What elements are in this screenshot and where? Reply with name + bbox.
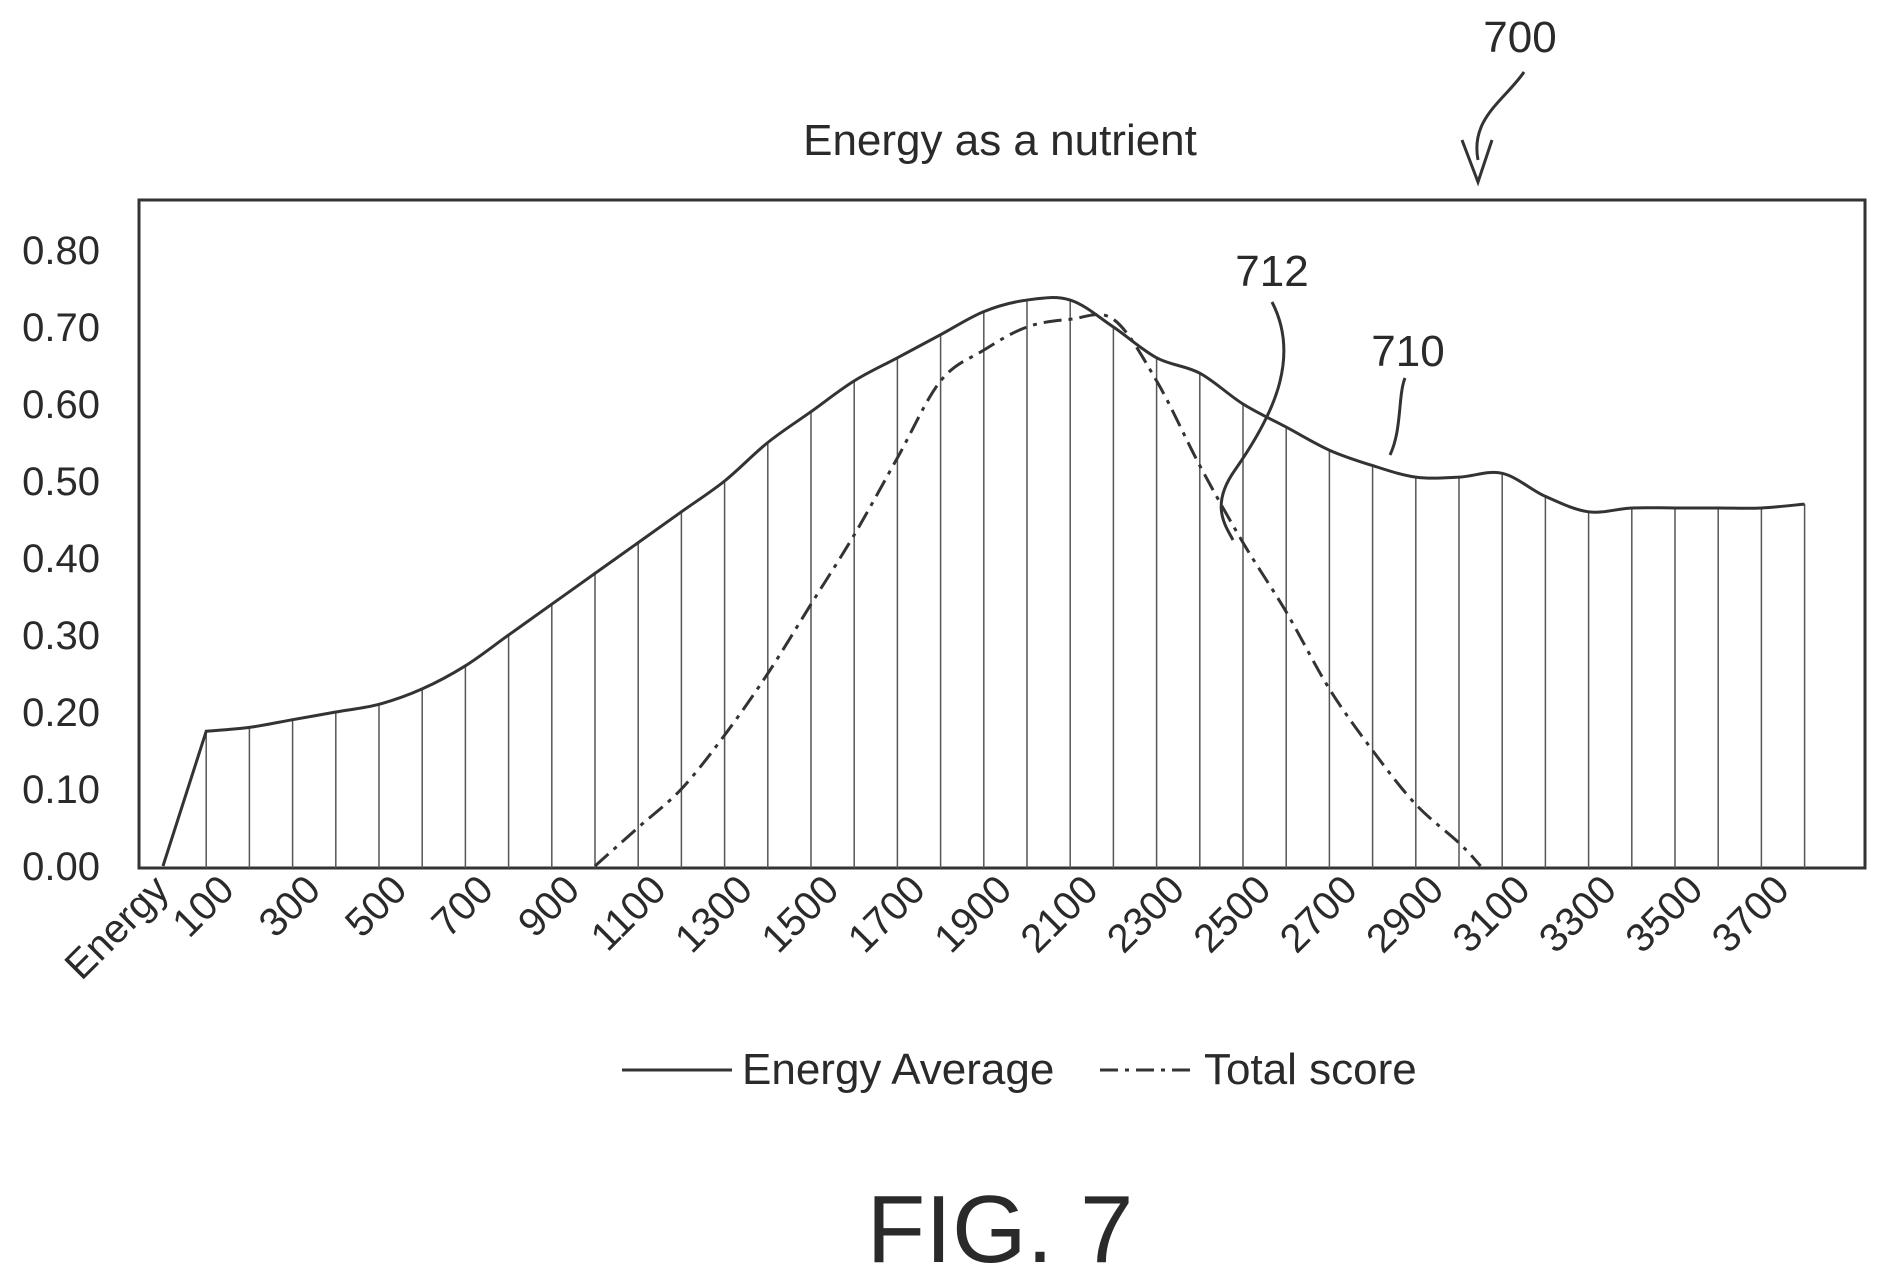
x-tick-label: 900 [510, 867, 588, 945]
x-tick-label: 500 [337, 867, 415, 945]
x-tick-label: 2100 [1013, 867, 1107, 961]
y-tick-label: 0.70 [22, 306, 100, 350]
x-tick-label: 1100 [583, 867, 675, 959]
x-tick-label: 1900 [926, 867, 1020, 961]
x-tick-label: 3500 [1617, 867, 1711, 961]
x-tick-label: 2300 [1099, 867, 1193, 961]
y-tick-label: 0.30 [22, 614, 100, 658]
x-tick-label: 3100 [1445, 867, 1539, 961]
legend: Energy Average Total score [622, 1045, 1417, 1094]
x-tick-label: 1500 [753, 867, 847, 961]
figure-caption: FIG. 7 [867, 1176, 1134, 1283]
x-tick-label: 1700 [840, 867, 934, 961]
x-tick-label: 100 [164, 867, 242, 945]
y-tick-label: 0.60 [22, 383, 100, 427]
x-tick-label: 700 [423, 867, 501, 945]
y-tick-label: 0.40 [22, 537, 100, 581]
y-axis-ticks: 0.00 0.10 0.20 0.30 0.40 0.50 0.60 0.70 0.80 [22, 229, 100, 889]
series-line-energy-average [161, 296, 1805, 867]
y-tick-label: 0.20 [22, 691, 100, 735]
y-tick-label: 0.50 [22, 460, 100, 504]
y-tick-label: 0.10 [22, 768, 100, 812]
ref-700-arrow [1460, 71, 1526, 187]
vertical-gridlines [205, 300, 1806, 868]
series-ref-712: 712 [1235, 247, 1308, 296]
chart-title: Energy as a nutrient [803, 116, 1197, 165]
figure-ref-number: 700 [1483, 13, 1556, 62]
y-tick-label: 0.80 [22, 229, 100, 273]
x-tick-label: 2900 [1358, 867, 1452, 961]
x-tick-label: 3300 [1531, 867, 1625, 961]
x-tick-label: 1300 [667, 867, 761, 961]
series-layer [161, 296, 1805, 868]
x-tick-label: 3700 [1704, 867, 1798, 961]
legend-label-total-score: Total score [1204, 1045, 1417, 1094]
ref-710-leader [1388, 377, 1407, 456]
ref-712-leader [1219, 301, 1286, 541]
legend-label-energy-average: Energy Average [742, 1045, 1054, 1094]
series-ref-710: 710 [1371, 327, 1444, 376]
x-tick-label: 2500 [1185, 867, 1279, 961]
x-tick-label: 300 [251, 867, 329, 945]
x-tick-label: 2700 [1272, 867, 1366, 961]
plot-frame [137, 198, 1867, 870]
y-tick-label: 0.00 [22, 845, 100, 889]
series-line-total-score [594, 312, 1482, 868]
